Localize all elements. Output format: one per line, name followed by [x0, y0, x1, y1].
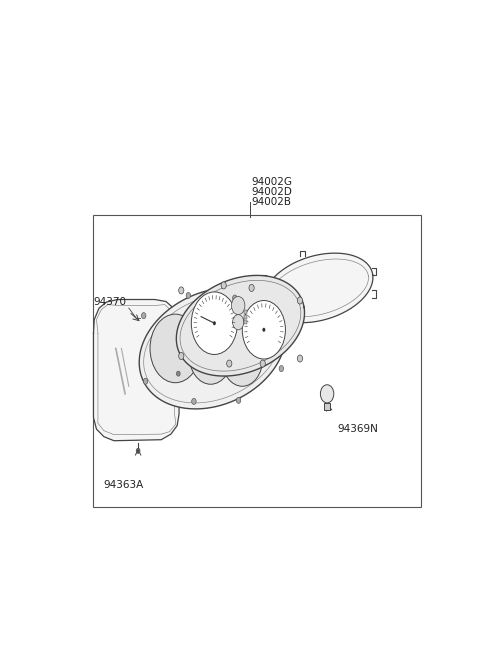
Polygon shape — [264, 253, 373, 323]
Circle shape — [179, 352, 184, 360]
Circle shape — [142, 312, 146, 319]
Polygon shape — [94, 299, 179, 441]
Text: 94370: 94370 — [94, 297, 126, 307]
Text: 94002G: 94002G — [252, 177, 293, 187]
Circle shape — [213, 321, 216, 326]
Circle shape — [221, 282, 226, 289]
Circle shape — [233, 314, 244, 329]
Circle shape — [233, 295, 237, 301]
Circle shape — [189, 326, 232, 384]
Circle shape — [144, 378, 148, 384]
Text: 94363A: 94363A — [103, 479, 144, 489]
Circle shape — [242, 301, 286, 359]
Circle shape — [192, 398, 196, 404]
Circle shape — [136, 448, 140, 453]
Circle shape — [177, 371, 180, 376]
Circle shape — [231, 297, 245, 314]
Polygon shape — [139, 288, 286, 409]
Circle shape — [222, 331, 263, 386]
Circle shape — [277, 328, 282, 334]
Circle shape — [297, 355, 302, 362]
Bar — [244, 320, 248, 324]
Circle shape — [279, 365, 284, 371]
Circle shape — [263, 328, 265, 332]
Bar — [244, 310, 248, 314]
Polygon shape — [324, 403, 330, 411]
Circle shape — [249, 284, 254, 291]
Circle shape — [236, 398, 241, 403]
Polygon shape — [176, 275, 304, 376]
Circle shape — [260, 360, 265, 367]
Bar — [244, 315, 248, 319]
Bar — [94, 215, 421, 507]
Circle shape — [179, 287, 184, 294]
Circle shape — [150, 314, 201, 383]
Circle shape — [321, 384, 334, 403]
Text: 94002B: 94002B — [252, 197, 291, 207]
Circle shape — [227, 360, 232, 367]
Text: 94369N: 94369N — [337, 424, 378, 434]
Circle shape — [192, 292, 238, 354]
Circle shape — [186, 292, 191, 299]
Text: 94002D: 94002D — [252, 187, 292, 197]
Circle shape — [297, 297, 302, 304]
